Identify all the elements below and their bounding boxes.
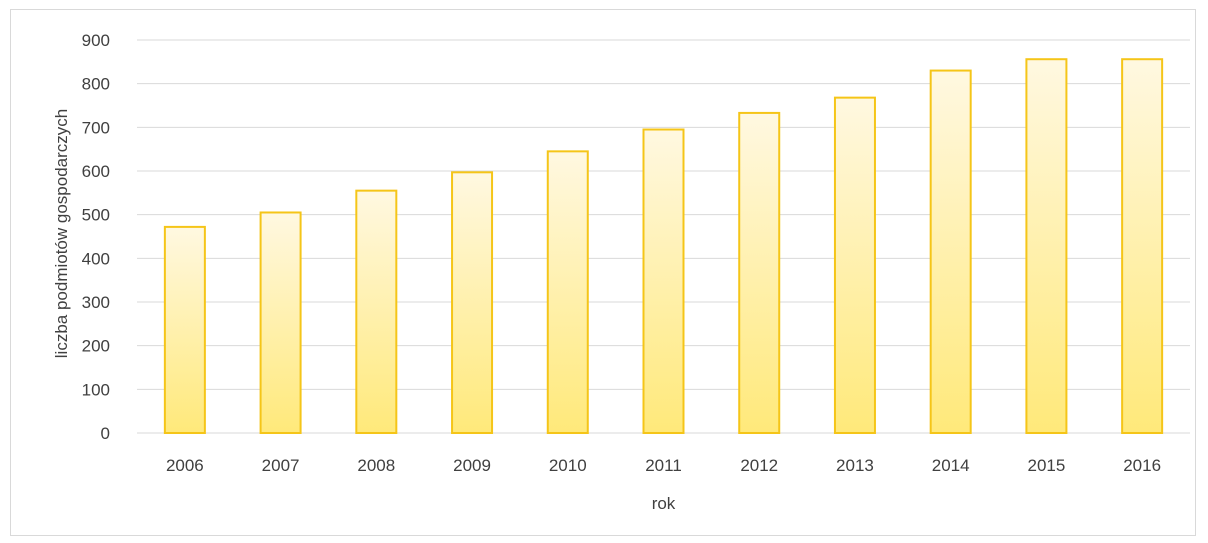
x-tick-label: 2006 bbox=[166, 456, 204, 475]
x-tick-label: 2010 bbox=[549, 456, 587, 475]
x-tick-label: 2007 bbox=[262, 456, 300, 475]
bar-2009 bbox=[451, 171, 494, 434]
x-tick-label: 2011 bbox=[645, 456, 682, 475]
x-tick-label: 2015 bbox=[1027, 456, 1065, 475]
chart-frame bbox=[10, 9, 1196, 536]
gridlines bbox=[137, 39, 1190, 434]
bar-2012 bbox=[738, 111, 781, 434]
x-axis-title: rok bbox=[652, 494, 676, 513]
bar-2015 bbox=[1025, 58, 1068, 434]
y-tick-label: 700 bbox=[82, 118, 110, 137]
y-tick-label: 800 bbox=[82, 75, 110, 94]
x-tick-label: 2009 bbox=[453, 456, 491, 475]
y-tick-label: 500 bbox=[82, 206, 110, 225]
bar-2010 bbox=[546, 150, 589, 434]
x-tick-label: 2008 bbox=[357, 456, 395, 475]
y-tick-label: 100 bbox=[82, 380, 110, 399]
bar-2006 bbox=[163, 225, 206, 434]
bar-2007 bbox=[259, 211, 302, 434]
y-tick-labels: 0 100 200 300 400 500 600 700 800 900 bbox=[82, 31, 110, 443]
y-tick-label: 900 bbox=[82, 31, 110, 50]
y-tick-label: 0 bbox=[101, 424, 110, 443]
y-tick-label: 300 bbox=[82, 293, 110, 312]
x-tick-labels: 2006 2007 2008 2009 2010 2011 2012 2013 2014 2015… bbox=[166, 456, 1161, 475]
y-tick-label: 600 bbox=[82, 162, 110, 181]
bar-2011 bbox=[642, 128, 685, 434]
x-tick-label: 2012 bbox=[740, 456, 778, 475]
y-tick-label: 200 bbox=[82, 337, 110, 356]
bar-2014 bbox=[929, 69, 972, 434]
bar-2008 bbox=[355, 189, 398, 434]
x-tick-label: 2013 bbox=[836, 456, 874, 475]
bar-2013 bbox=[833, 96, 876, 434]
bar-2016 bbox=[1121, 58, 1164, 434]
bars bbox=[163, 58, 1164, 434]
x-tick-label: 2016 bbox=[1123, 456, 1161, 475]
x-tick-label: 2014 bbox=[932, 456, 970, 475]
y-axis-title: liczba podmiotów gospodarczych bbox=[52, 109, 71, 358]
y-tick-label: 400 bbox=[82, 249, 110, 268]
